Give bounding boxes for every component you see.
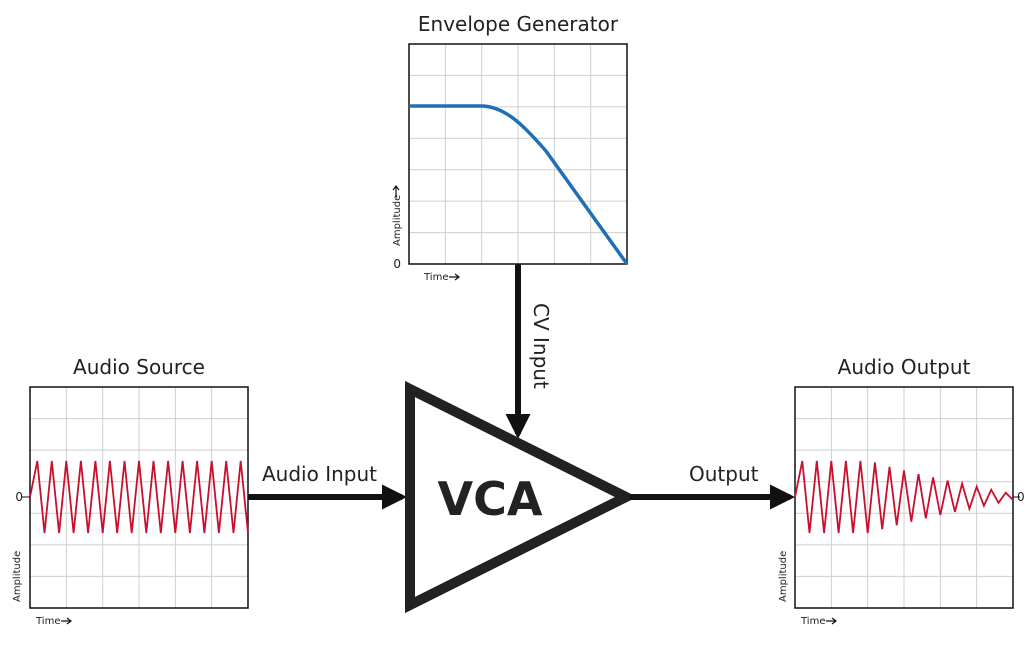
audio-output-zero-tick: 0 [1017, 490, 1024, 504]
audio-source-title: Audio Source [73, 355, 205, 379]
audio-output-graph: 0 Amplitude Time [778, 386, 1024, 627]
audio-output-title: Audio Output [838, 355, 971, 379]
envelope-generator-title: Envelope Generator [418, 12, 619, 36]
audio-source-waveform [29, 460, 249, 534]
output-label: Output [689, 462, 759, 486]
audio-source-time-arrow-icon [61, 617, 72, 625]
envelope-amplitude-label: Amplitude [392, 195, 403, 246]
envelope-generator-graph: 0 Amplitude Time [392, 43, 629, 283]
audio-source-graph: 0 Amplitude Time [12, 386, 249, 627]
cv-input-label: CV Input [529, 303, 553, 389]
envelope-curve [409, 104, 629, 266]
vca-triangle [405, 380, 638, 614]
audio-output-time-arrow-icon [826, 617, 837, 625]
envelope-time-label: Time [423, 272, 448, 283]
vca-label: VCA [438, 472, 543, 526]
envelope-amplitude-arrow-icon [392, 185, 400, 197]
audio-source-time-label: Time [35, 616, 60, 627]
audio-output-time-label: Time [800, 616, 825, 627]
audio-source-zero-tick: 0 [15, 490, 23, 504]
audio-source-amplitude-label: Amplitude [12, 551, 23, 602]
envelope-time-arrow-icon [449, 273, 460, 281]
audio-output-waveform [794, 460, 1014, 534]
audio-output-amplitude-label: Amplitude [778, 551, 789, 602]
envelope-zero-tick: 0 [393, 257, 401, 271]
audio-input-label: Audio Input [262, 462, 377, 486]
